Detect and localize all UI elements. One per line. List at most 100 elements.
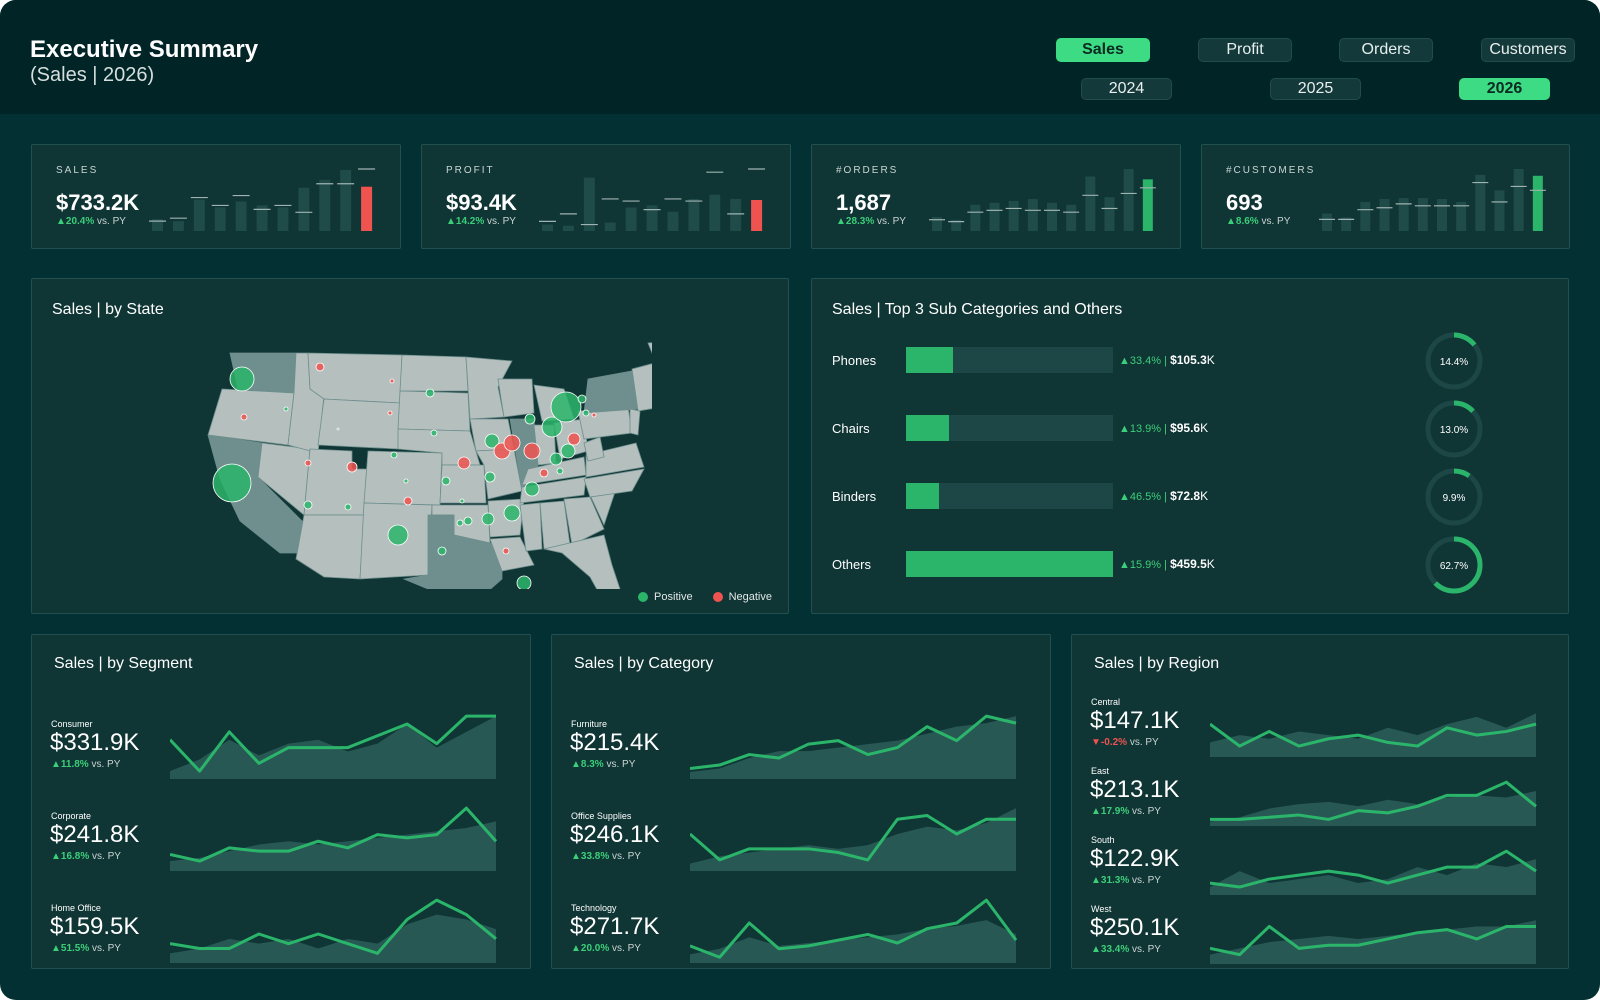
negative-state-bubble[interactable] [539, 468, 549, 478]
current-year-line [690, 714, 1017, 771]
positive-state-bubble[interactable] [430, 429, 438, 437]
positive-state-bubble[interactable] [390, 451, 398, 459]
donut-label: 9.9% [1443, 493, 1466, 504]
kpi-bar [1123, 169, 1134, 231]
metric-delta: ▲16.8% vs. PY [51, 851, 121, 862]
positive-state-bubble[interactable] [387, 524, 409, 546]
donut-label: 62.7% [1440, 561, 1468, 572]
positive-state-bubble[interactable] [425, 388, 435, 398]
positive-state-bubble[interactable] [283, 406, 289, 412]
positive-state-bubble[interactable] [229, 366, 255, 392]
subcategory-bar-track [906, 483, 1113, 509]
negative-state-bubble[interactable] [567, 432, 581, 446]
metric-name: West [1091, 904, 1112, 914]
metric-value: $213.1K [1090, 776, 1180, 803]
metric-delta: ▲11.8% vs. PY [51, 759, 121, 770]
positive-state-bubble[interactable] [336, 427, 340, 431]
donut-arc [1425, 400, 1483, 458]
metric-name: Technology [571, 903, 617, 913]
us-state-map[interactable] [192, 339, 652, 589]
current-year-line [1210, 849, 1537, 889]
positive-state-bubble[interactable] [459, 498, 465, 504]
positive-state-bubble[interactable] [550, 391, 582, 423]
donut-arc [1425, 332, 1483, 390]
kpi-sparkbars [149, 168, 376, 231]
metric-sparkline [170, 898, 497, 963]
state-louisiana [489, 536, 535, 572]
subcategory-row[interactable]: Phones ▲33.4% | $105.3K 14.4% [832, 332, 1492, 390]
subcategory-bar [906, 347, 954, 373]
positive-state-bubble[interactable] [577, 394, 587, 404]
negative-state-bubble[interactable] [502, 547, 510, 555]
positive-state-bubble[interactable] [303, 500, 313, 510]
header: Executive Summary (Sales | 2026) Sales P… [0, 0, 1600, 114]
negative-state-bubble[interactable] [389, 378, 395, 384]
tab-profit[interactable]: Profit [1198, 38, 1292, 62]
positive-state-bubble[interactable] [463, 516, 473, 526]
positive-state-bubble[interactable] [524, 413, 536, 425]
metric-value: $159.5K [50, 913, 140, 940]
negative-state-bubble[interactable] [591, 412, 597, 418]
positive-state-bubble[interactable] [503, 504, 521, 522]
year-2025-button[interactable]: 2025 [1270, 78, 1361, 100]
metric-value: $250.1K [1090, 914, 1180, 941]
state-new-york [583, 370, 639, 414]
kpi-label: #ORDERS [836, 165, 899, 176]
negative-state-bubble[interactable] [315, 362, 325, 372]
subcategory-panel: Sales | Top 3 Sub Categories and Others … [811, 278, 1569, 614]
negative-state-bubble[interactable] [304, 459, 312, 467]
prior-year-area [690, 808, 1016, 871]
negative-state-bubble[interactable] [457, 456, 471, 470]
positive-state-bubble[interactable] [456, 519, 464, 527]
positive-state-bubble[interactable] [484, 471, 496, 483]
subcategory-row[interactable]: Chairs ▲13.9% | $95.6K 13.0% [832, 400, 1492, 458]
positive-state-bubble[interactable] [484, 433, 500, 449]
kpi-bar [1104, 197, 1115, 231]
positive-state-bubble[interactable] [344, 503, 352, 511]
metric-value: $331.9K [50, 729, 140, 756]
subcategory-bar [906, 415, 950, 441]
state-wisconsin [497, 378, 535, 418]
positive-state-bubble[interactable] [549, 452, 563, 466]
positive-state-bubble[interactable] [212, 463, 252, 503]
negative-state-bubble[interactable] [403, 496, 413, 506]
metric-sparkline [1210, 780, 1537, 826]
donut-label: 14.4% [1440, 357, 1468, 368]
metric-delta: ▲31.3% vs. PY [1091, 875, 1161, 886]
positive-state-bubble[interactable] [441, 476, 451, 486]
subcategory-donut: 62.7% [1425, 536, 1483, 594]
positive-state-bubble[interactable] [524, 481, 540, 497]
kpi-bar [1379, 199, 1390, 231]
negative-state-bubble[interactable] [503, 434, 521, 452]
subcategory-row[interactable]: Binders ▲46.5% | $72.8K 9.9% [832, 468, 1492, 526]
positive-state-bubble[interactable] [541, 416, 563, 438]
tab-customers[interactable]: Customers [1481, 38, 1575, 62]
positive-state-bubble[interactable] [481, 512, 495, 526]
subcategory-row[interactable]: Others ▲15.9% | $459.5K 62.7% [832, 536, 1492, 594]
tab-sales[interactable]: Sales [1056, 38, 1150, 62]
year-2026-button[interactable]: 2026 [1459, 78, 1550, 100]
kpi-value: $733.2K [56, 190, 140, 215]
positive-state-bubble[interactable] [560, 443, 576, 459]
subcategory-bar [906, 551, 1113, 577]
subcategory-donut: 14.4% [1425, 332, 1483, 390]
state-tennessee [519, 476, 587, 504]
positive-state-bubble[interactable] [403, 478, 409, 484]
positive-state-bubble[interactable] [582, 409, 590, 417]
positive-state-bubble[interactable] [516, 575, 532, 589]
positive-state-bubble[interactable] [556, 467, 564, 475]
legend-negative-label: Negative [728, 591, 772, 603]
kpi-bar [361, 186, 373, 231]
metric-sparkline [1210, 713, 1537, 757]
negative-state-bubble[interactable] [523, 442, 541, 460]
current-year-line [690, 814, 1016, 862]
negative-state-bubble[interactable] [387, 410, 393, 416]
year-2024-button[interactable]: 2024 [1081, 78, 1172, 100]
tab-orders[interactable]: Orders [1339, 38, 1433, 62]
kpi-bar [172, 221, 184, 231]
kpi-bar [298, 187, 310, 231]
positive-state-bubble[interactable] [437, 546, 447, 556]
negative-state-bubble[interactable] [240, 413, 248, 421]
negative-state-bubble[interactable] [346, 461, 358, 473]
metric-delta: ▲51.5% vs. PY [51, 943, 121, 954]
